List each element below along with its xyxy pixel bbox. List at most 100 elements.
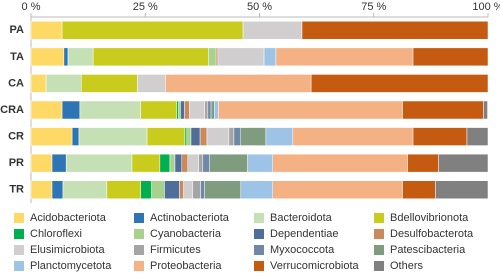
legend-swatch — [134, 213, 144, 223]
legend-swatch — [254, 213, 264, 223]
y-tick-label: CR — [8, 130, 24, 142]
bar-segment — [184, 127, 188, 146]
bar-segment — [92, 47, 209, 67]
legend-swatch — [374, 213, 384, 223]
bar-segment — [181, 153, 189, 173]
bar-segment — [301, 21, 489, 40]
legend-label: Verrucomicrobiota — [270, 260, 360, 272]
bar-segment — [240, 127, 267, 146]
bar-segment — [140, 100, 178, 120]
bar-segment — [151, 180, 165, 199]
bar-segment — [159, 153, 171, 173]
legend-swatch — [254, 229, 264, 239]
bar-segment — [178, 100, 181, 120]
legend-swatch — [14, 245, 24, 255]
bar-segment — [184, 100, 190, 120]
legend-label: Acidobacteriota — [30, 212, 107, 224]
bar-segment — [183, 180, 194, 199]
bar-segment — [45, 74, 82, 93]
bar-segment — [407, 153, 439, 173]
bar-segment — [189, 100, 205, 120]
bar-segment — [30, 180, 53, 199]
bar-segment — [71, 127, 80, 146]
legend-swatch — [14, 213, 24, 223]
bar-segment — [192, 180, 201, 199]
bar-segment — [61, 100, 81, 120]
legend-swatch — [374, 229, 384, 239]
bar-segment — [67, 47, 94, 67]
legend-label: Planctomycetota — [30, 260, 112, 272]
y-tick-label: PR — [9, 157, 24, 169]
bar-segment — [240, 180, 274, 199]
bar-segment — [412, 127, 468, 146]
bar-segment — [137, 74, 166, 93]
legend-label: Cyanobacteria — [150, 228, 222, 240]
bar-segment — [483, 100, 488, 120]
bar-segment — [265, 127, 294, 146]
bar-segment — [209, 153, 248, 173]
bar-segment — [466, 127, 489, 146]
legend-swatch — [14, 229, 24, 239]
bar-segment — [79, 100, 141, 120]
bar-segment — [165, 74, 312, 93]
bar-segment — [199, 127, 208, 146]
x-tick-label: 75 % — [361, 1, 386, 13]
bar-segment — [435, 180, 489, 199]
bar-segment — [146, 127, 186, 146]
bar-segment — [180, 100, 185, 120]
bar-segment — [206, 127, 230, 146]
bar-segment — [310, 74, 489, 93]
bar-segment — [81, 74, 138, 93]
bar-segment — [30, 74, 47, 93]
y-tick-label: CA — [8, 77, 24, 89]
legend-label: Elusimicrobiota — [30, 244, 105, 256]
bar-segment — [190, 127, 201, 146]
bar-segment — [30, 153, 53, 173]
bar-segment — [131, 153, 161, 173]
bar-segment — [200, 180, 205, 199]
bar-segment — [272, 180, 403, 199]
legend-label: Actinobacteriota — [150, 212, 230, 224]
bar-segment — [51, 153, 67, 173]
bar-segment — [30, 127, 73, 146]
legend-label: Bacteroidota — [270, 212, 333, 224]
bar-segment — [30, 47, 65, 67]
bar-segment — [208, 47, 217, 67]
bar-segment — [228, 127, 235, 146]
x-tick-label: 25 % — [133, 1, 158, 13]
bar-segment — [263, 47, 277, 67]
legend-swatch — [374, 245, 384, 255]
bar-segment — [438, 153, 489, 173]
legend-label: Firmicutes — [150, 244, 201, 256]
bar-segment — [65, 153, 133, 173]
legend-swatch — [374, 261, 384, 271]
bar-segment — [78, 127, 148, 146]
legend-label: Others — [390, 260, 424, 272]
bar-segment — [174, 153, 183, 173]
bar-segment — [63, 47, 69, 67]
y-tick-label: TR — [9, 184, 24, 196]
bar-segment — [207, 100, 212, 120]
bar-segment — [140, 180, 152, 199]
y-tick-label: TA — [10, 51, 24, 63]
legend-label: Myxococcota — [270, 244, 335, 256]
bar-segment — [186, 127, 192, 146]
x-tick-label: 0 % — [22, 1, 41, 13]
bar-segment — [30, 21, 63, 40]
bar-segment — [106, 180, 141, 199]
bar-segment — [214, 100, 219, 120]
bar-segment — [272, 153, 408, 173]
bar-segment — [292, 127, 414, 146]
legend-swatch — [254, 261, 264, 271]
bar-segment — [51, 180, 64, 199]
bar-segment — [30, 100, 63, 120]
y-tick-label: PA — [10, 24, 25, 36]
bar-segment — [218, 100, 403, 120]
legend-swatch — [254, 245, 264, 255]
bar-segment — [412, 47, 489, 67]
legend-swatch — [134, 261, 144, 271]
legend-swatch — [134, 229, 144, 239]
bar-segment — [62, 180, 108, 199]
bar-segment — [179, 180, 184, 199]
